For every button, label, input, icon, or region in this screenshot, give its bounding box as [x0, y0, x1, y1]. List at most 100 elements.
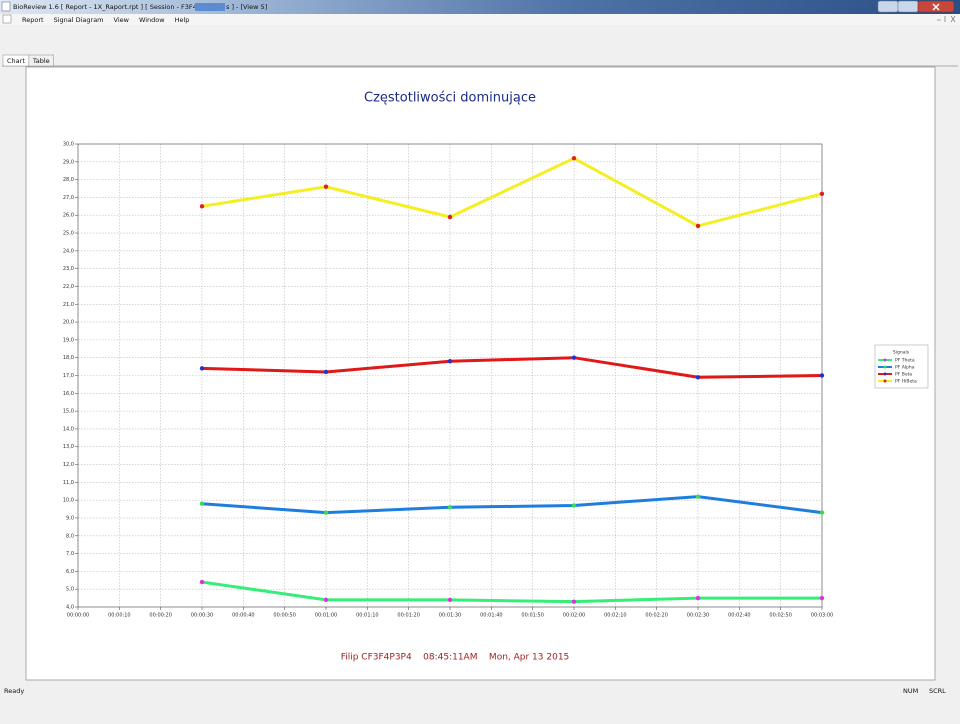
data-point: [199, 366, 205, 371]
data-point: [819, 191, 825, 197]
tab[interactable]: Table: [28, 54, 54, 67]
minimize-button[interactable]: [877, 0, 899, 13]
legend-title: Signals: [893, 350, 910, 356]
data-point: [695, 375, 701, 380]
data-point: [199, 579, 205, 585]
menu-item[interactable]: Signal Diagram: [54, 16, 104, 24]
y-tick-label: 8,0: [66, 533, 74, 539]
x-tick-label: 00:00:30: [191, 613, 213, 619]
data-point: [447, 505, 453, 510]
chart-title: Częstotliwości dominujące: [364, 91, 536, 106]
y-tick-label: 24,0: [63, 248, 74, 254]
data-point: [323, 184, 329, 189]
series-line: [201, 495, 823, 515]
series-line: [201, 356, 823, 379]
window-title: BioReview 1.6 [ Report - 1X_Raport.rpt ]…: [13, 3, 213, 11]
data-point: [447, 359, 453, 364]
y-tick-label: 20,0: [63, 320, 74, 326]
x-tick-label: 00:02:50: [769, 613, 791, 619]
x-tick-label: 00:00:50: [273, 613, 295, 619]
y-tick-label: 6,0: [66, 569, 74, 575]
y-tick-label: 15,0: [63, 409, 74, 415]
y-tick-label: 14,0: [63, 426, 74, 432]
y-tick-label: 18,0: [63, 355, 74, 361]
data-point: [323, 369, 329, 375]
tab-label: Table: [32, 57, 50, 65]
y-tick-label: 13,0: [63, 444, 74, 450]
tab[interactable]: Chart: [2, 54, 30, 67]
y-tick-label: 4,0: [66, 605, 74, 611]
redaction: [195, 3, 225, 11]
data-point: [199, 501, 205, 506]
tab-label: Chart: [7, 57, 25, 65]
x-tick-label: 00:00:00: [67, 613, 89, 619]
menu-item[interactable]: Help: [175, 16, 190, 24]
legend-label: PF Alpha: [895, 365, 915, 371]
y-tick-label: 27,0: [63, 195, 74, 201]
mdi-controls[interactable]: [937, 15, 956, 23]
menu-icon: [2, 14, 12, 24]
series-line: [201, 580, 822, 604]
x-tick-label: 00:01:50: [521, 613, 543, 619]
y-tick-label: 5,0: [66, 587, 74, 593]
status-text: Ready: [4, 687, 24, 695]
legend-marker: [883, 379, 887, 383]
x-tick-label: 00:01:20: [397, 613, 419, 619]
x-tick-label: 00:02:10: [604, 613, 626, 619]
y-tick-label: 26,0: [63, 213, 74, 219]
close-icon: [932, 3, 940, 11]
legend-label: PF Beta: [895, 372, 912, 378]
data-point: [695, 494, 701, 499]
data-point: [323, 510, 329, 515]
y-tick-label: 11,0: [63, 480, 74, 486]
x-tick-label: 00:01:30: [439, 613, 461, 619]
series-line: [201, 156, 823, 228]
y-tick-label: 9,0: [66, 515, 74, 521]
data-point: [323, 597, 329, 603]
tab-shape: [28, 54, 54, 67]
x-tick-label: 00:00:10: [108, 613, 130, 619]
legend-label: PF HiBeta: [895, 379, 917, 385]
menu-item[interactable]: Window: [139, 16, 165, 24]
y-tick-label: 7,0: [66, 551, 74, 557]
data-point: [447, 214, 453, 220]
x-tick-label: 00:02:20: [645, 613, 667, 619]
legend-marker: [883, 358, 887, 362]
status-indicator: NUM: [903, 687, 918, 695]
maximize-button[interactable]: [897, 0, 919, 13]
app-icon: [1, 1, 11, 12]
data-point: [819, 373, 825, 378]
y-tick-label: 16,0: [63, 391, 74, 397]
x-tick-label: 00:01:10: [356, 613, 378, 619]
x-tick-label: 00:03:00: [811, 613, 833, 619]
y-tick-label: 23,0: [63, 266, 74, 272]
menu-item[interactable]: Report: [22, 16, 44, 24]
data-point: [571, 156, 577, 161]
y-tick-label: 19,0: [63, 337, 74, 343]
y-tick-label: 29,0: [63, 159, 74, 165]
x-tick-label: 00:01:40: [480, 613, 502, 619]
data-point: [819, 510, 825, 515]
x-tick-label: 00:02:00: [563, 613, 585, 619]
data-point: [571, 599, 577, 604]
x-tick-label: 00:02:30: [687, 613, 709, 619]
legend-marker: [883, 365, 887, 369]
status-bar: [0, 684, 960, 698]
menu-bar: [0, 14, 960, 25]
legend-marker: [883, 372, 887, 376]
data-point: [819, 595, 825, 601]
menu-item[interactable]: View: [114, 16, 130, 24]
data-point: [199, 204, 205, 209]
legend-label: PF Theta: [895, 358, 915, 364]
x-tick-label: 00:02:40: [728, 613, 750, 619]
chart-panel: [25, 66, 936, 681]
y-tick-label: 21,0: [63, 302, 74, 308]
data-point: [695, 223, 701, 229]
y-tick-label: 30,0: [63, 142, 74, 148]
data-point: [571, 355, 577, 360]
y-tick-label: 28,0: [63, 177, 74, 183]
x-tick-label: 00:01:00: [315, 613, 337, 619]
y-tick-label: 25,0: [63, 231, 74, 237]
